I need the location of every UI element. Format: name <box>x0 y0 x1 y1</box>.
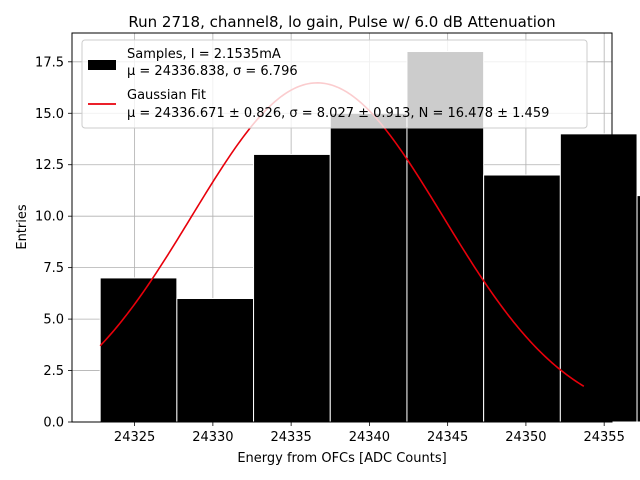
chart-title: Run 2718, channel8, lo gain, Pulse w/ 6.… <box>128 13 555 31</box>
histogram-bar <box>253 153 331 423</box>
legend-fit-label: Gaussian Fit <box>127 88 206 103</box>
y-axis-label: Entries <box>15 204 30 250</box>
y-tick-label: 5.0 <box>43 313 64 328</box>
histogram-bar <box>559 133 638 423</box>
x-tick-label: 24335 <box>270 430 311 445</box>
x-tick-label: 24355 <box>583 430 624 445</box>
y-tick-label: 10.0 <box>35 210 64 225</box>
y-tick-label: 17.5 <box>35 55 64 70</box>
x-tick-label: 24345 <box>427 430 468 445</box>
legend-histogram-label: Samples, I = 2.1535mA <box>127 47 281 62</box>
legend: Samples, I = 2.1535mA μ = 24336.838, σ =… <box>81 39 588 129</box>
legend-fit-stats: μ = 24336.671 ± 0.826, σ = 8.027 ± 0.913… <box>127 106 549 121</box>
legend-histogram-stats: μ = 24336.838, σ = 6.796 <box>127 64 298 79</box>
histogram-bar <box>329 112 408 423</box>
y-tick-label: 0.0 <box>43 416 64 431</box>
y-axis-ticks: 0.0 2.5 5.0 7.5 10.0 12.5 15.0 17.5 <box>35 55 72 431</box>
x-tick-label: 24325 <box>114 430 155 445</box>
y-tick-label: 7.5 <box>43 261 64 276</box>
x-tick-label: 24340 <box>349 430 390 445</box>
y-tick-label: 12.5 <box>35 158 64 173</box>
histogram-bar <box>176 298 255 423</box>
x-tick-label: 24350 <box>505 430 546 445</box>
y-tick-label: 15.0 <box>35 107 64 122</box>
axes-frame <box>71 32 613 423</box>
x-axis-label: Energy from OFCs [ADC Counts] <box>237 451 446 466</box>
y-tick-label: 2.5 <box>43 364 64 379</box>
x-axis-ticks: 24325 24330 24335 24340 24345 24350 24355 <box>114 422 625 445</box>
histogram-bars <box>99 51 640 423</box>
x-tick-label: 24330 <box>192 430 233 445</box>
legend-histogram-swatch <box>88 60 116 70</box>
histogram-bar <box>99 277 178 423</box>
histogram-bar <box>636 195 640 423</box>
legend-box <box>81 39 588 129</box>
